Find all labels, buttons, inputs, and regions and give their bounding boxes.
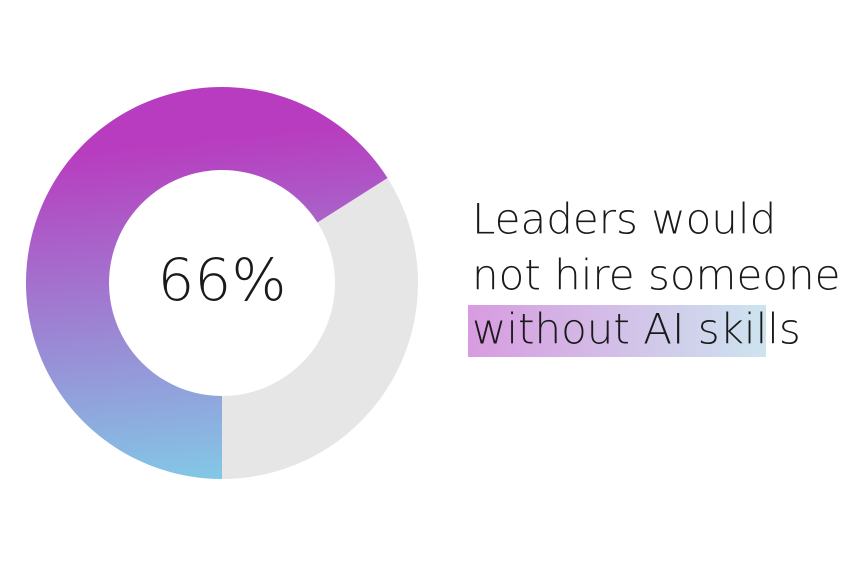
caption-line: not hire someone — [472, 251, 840, 300]
caption-highlight — [468, 305, 766, 357]
caption-line: without AI skills — [472, 305, 801, 354]
donut-segment — [26, 86, 388, 480]
center-label: 66% — [158, 246, 287, 314]
caption-line: Leaders would — [472, 195, 776, 244]
donut — [26, 86, 418, 480]
